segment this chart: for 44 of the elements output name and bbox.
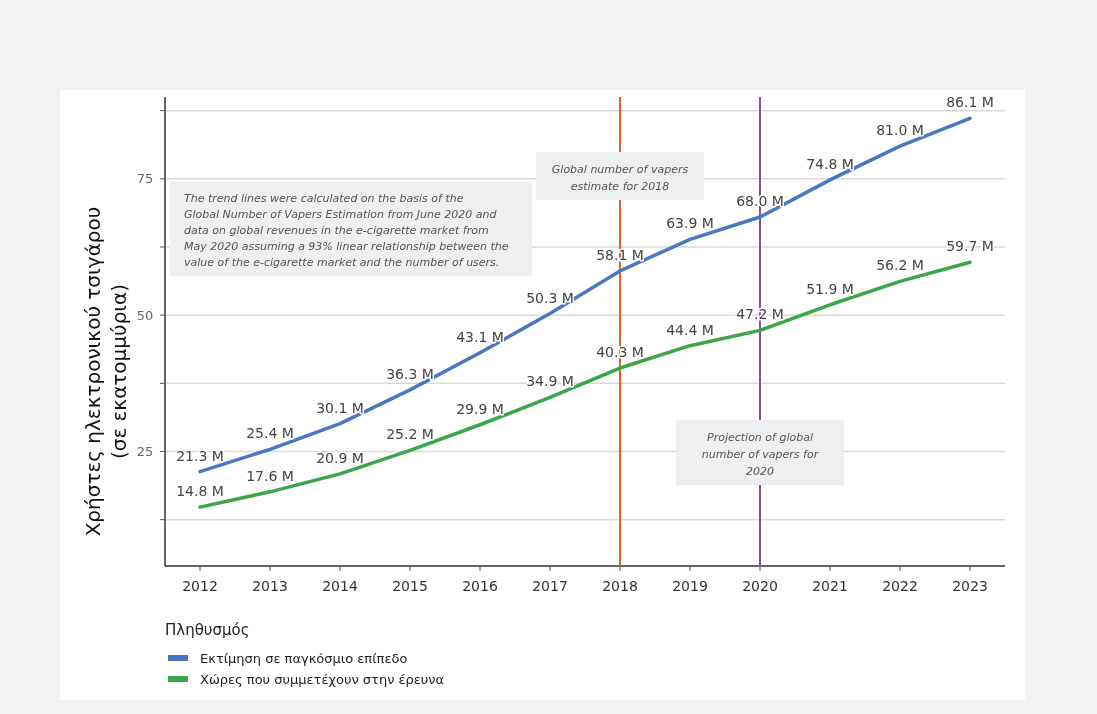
x-tick-label: 2015 <box>392 578 428 594</box>
y-tick-label: 25 <box>136 444 154 460</box>
data-label: 51.9 M <box>806 280 854 297</box>
data-label: 30.1 M <box>316 399 364 416</box>
data-label: 56.2 M <box>876 257 924 274</box>
ref-line-label: Global number of vapers estimate for 2018 <box>551 163 689 193</box>
x-tick-label: 2012 <box>182 578 218 594</box>
ref-line-label: Projection of global number of vapers for 2020 <box>701 431 820 478</box>
legend-label: Εκτίμηση σε παγκόσμιο επίπεδο <box>200 651 408 666</box>
legend-label: Χώρες που συμμετέχουν στην έρευνα <box>200 672 445 687</box>
data-label: 63.9 M <box>666 215 714 232</box>
y-tick-label: 50 <box>136 307 154 323</box>
legend-title: Πληθυσμός <box>165 621 250 639</box>
x-tick-label: 2021 <box>812 578 848 594</box>
data-label: 25.4 M <box>246 425 294 442</box>
data-label: 17.6 M <box>246 467 294 484</box>
x-tick-label: 2014 <box>322 578 358 594</box>
data-label: 74.8 M <box>806 155 854 172</box>
data-label: 81.0 M <box>876 122 924 139</box>
y-tick-label: 75 <box>136 171 154 187</box>
x-tick-label: 2020 <box>742 578 778 594</box>
note-box: The trend lines were calculated on the basis of the Global Number of Vapers Estimation from June 2020 and data on global revenues in the e-cigarette market from May 2020 assuming a 93% linear relationship between the value of the e-cigarette market and the number of users. <box>170 182 532 276</box>
y-axis-title: Χρήστες ηλεκτρονικού τσιγάρου (σε εκατομμύρια) <box>81 206 131 537</box>
note-box: Projection of global number of vapers for 2020 <box>676 420 844 485</box>
data-label: 34.9 M <box>526 373 574 390</box>
data-label: 59.7 M <box>946 238 994 255</box>
x-tick-label: 2023 <box>952 578 988 594</box>
data-label: 43.1 M <box>456 328 504 345</box>
x-tick-label: 2013 <box>252 578 288 594</box>
data-label: 21.3 M <box>176 447 224 464</box>
data-label: 44.4 M <box>666 321 714 338</box>
data-label: 25.2 M <box>386 426 434 443</box>
data-label: 86.1 M <box>946 94 994 111</box>
data-label: 36.3 M <box>386 365 434 382</box>
x-tick-label: 2016 <box>462 578 498 594</box>
data-label: 14.8 M <box>176 483 224 500</box>
annotation: The trend lines were calculated on the basis of the Global Number of Vapers Estimation from June 2020 and data on global revenues in the e-cigarette market from May 2020 assuming a 93% linear relationship between the value of the e-cigarette market and the number of users. <box>184 192 509 269</box>
note-box: Global number of vapers estimate for 2018 <box>536 152 704 200</box>
data-label: 20.9 M <box>316 449 364 466</box>
x-tick-label: 2019 <box>672 578 708 594</box>
x-tick-label: 2022 <box>882 578 918 594</box>
x-tick-label: 2017 <box>532 578 568 594</box>
x-tick-label: 2018 <box>602 578 638 594</box>
data-label: 29.9 M <box>456 400 504 417</box>
